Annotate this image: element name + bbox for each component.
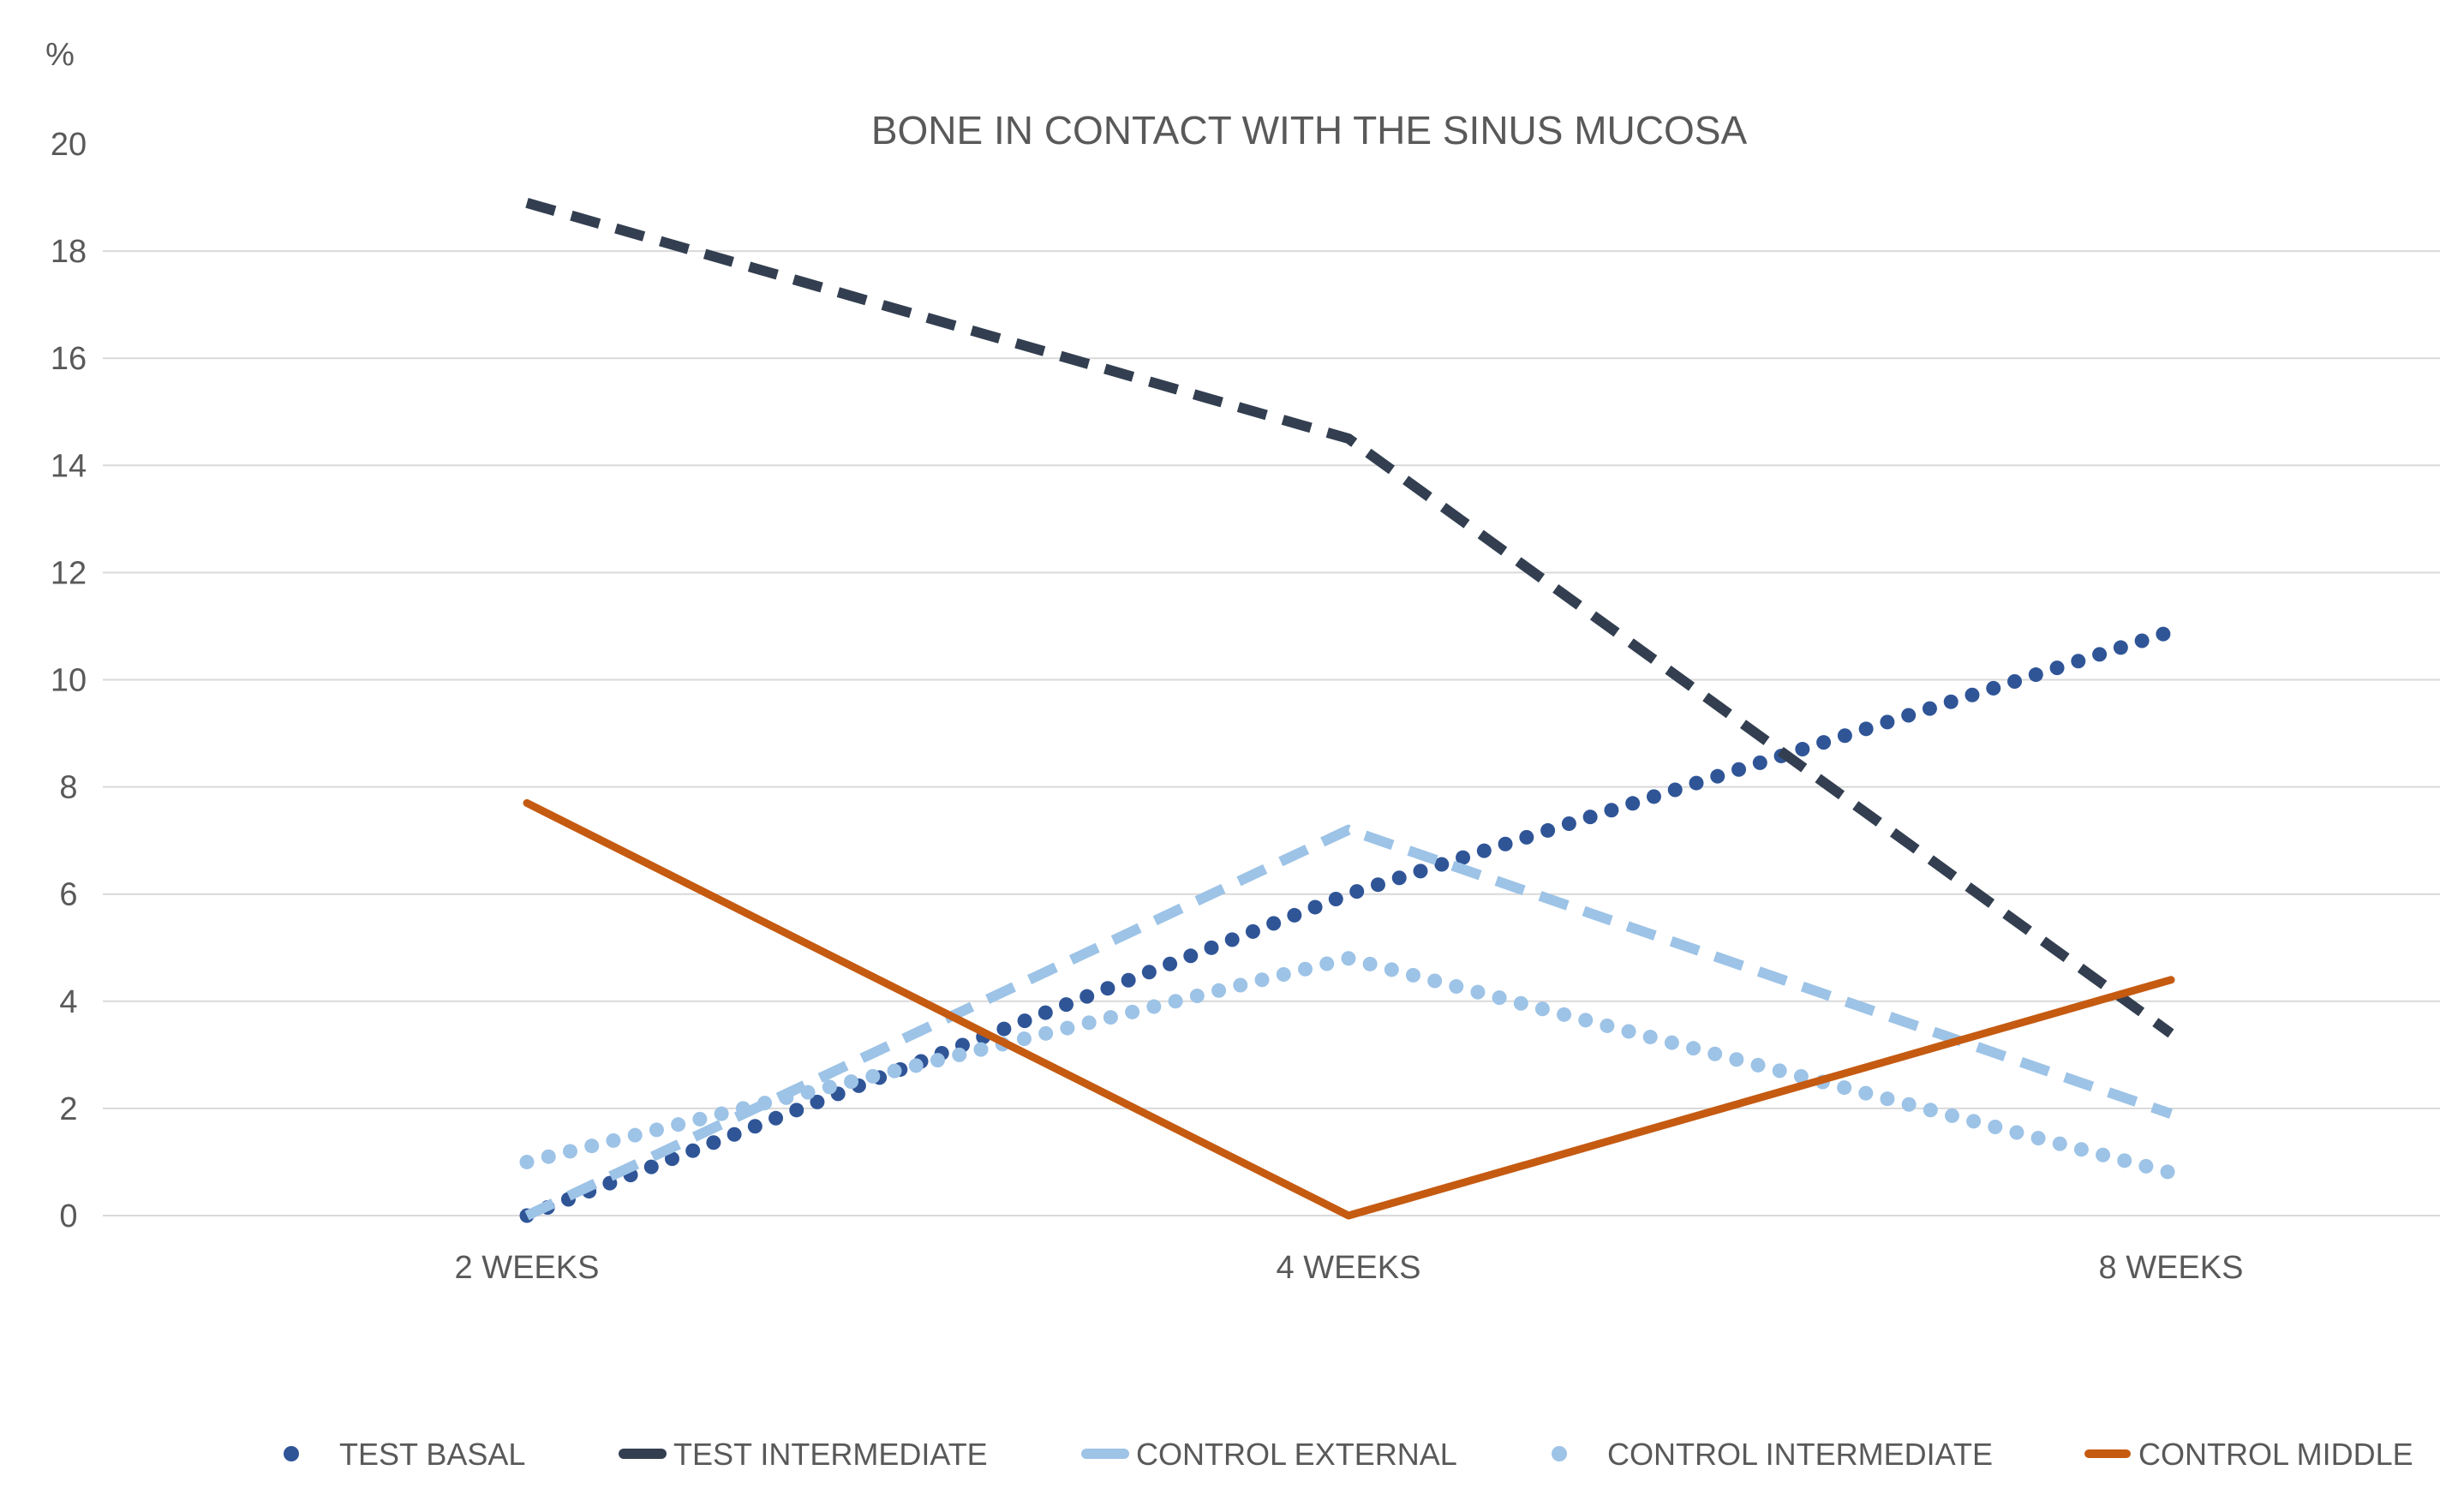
- y-tick-label: 12: [51, 555, 87, 591]
- legend-item: TEST BASAL: [284, 1437, 525, 1472]
- series-line-control-external: [524, 824, 2173, 1221]
- x-tick-label: 8 WEEKS: [2099, 1250, 2244, 1286]
- x-tick-label: 4 WEEKS: [1277, 1250, 1421, 1286]
- y-tick-label: 20: [51, 127, 87, 163]
- axes: 0 2 4 6 8 10 12 14 16 18 20 2 WEEKS 4 WEEKS 8 WEEKS: [51, 127, 2244, 1286]
- y-tick-label: 10: [51, 663, 87, 699]
- legend-item: CONTROL MIDDLE: [2084, 1437, 2413, 1472]
- y-tick-label: 8: [59, 770, 77, 806]
- legend-label: TEST BASAL: [339, 1437, 525, 1472]
- series-line-control-middle: [523, 798, 2175, 1220]
- legend-label: TEST INTERMEDIATE: [673, 1437, 988, 1472]
- legend-label: CONTROL MIDDLE: [2138, 1437, 2413, 1472]
- y-tick-label: 14: [51, 448, 87, 484]
- legend-item: CONTROL INTERMEDIATE: [1552, 1437, 1993, 1472]
- legend-label: CONTROL EXTERNAL: [1136, 1437, 1457, 1472]
- y-tick-label: 16: [51, 341, 87, 377]
- legend-item: CONTROL EXTERNAL: [1081, 1437, 1457, 1472]
- series-lines: [519, 198, 2179, 1223]
- series-line-test-basal: [519, 624, 2179, 1223]
- y-tick-label: 2: [59, 1091, 77, 1127]
- chart-title: BONE IN CONTACT WITH THE SINUS MUCOSA: [871, 108, 1748, 152]
- legend: TEST BASAL TEST INTERMEDIATE CONTROL EXTER…: [284, 1437, 2413, 1472]
- legend-swatch: [284, 1446, 299, 1461]
- y-tick-label: 4: [59, 984, 77, 1020]
- legend-item: TEST INTERMEDIATE: [619, 1437, 988, 1472]
- gridlines: [103, 250, 2440, 1216]
- series-line-control-intermediate: [519, 951, 2179, 1180]
- y-axis-unit-label: %: [45, 37, 75, 73]
- y-tick-label: 6: [59, 877, 77, 913]
- legend-swatch: [1552, 1446, 1567, 1461]
- y-tick-label: 18: [51, 234, 87, 270]
- x-tick-label: 2 WEEKS: [455, 1250, 600, 1286]
- series-line-test-intermediate: [525, 198, 2174, 1038]
- y-tick-label: 0: [59, 1198, 77, 1234]
- legend-label: CONTROL INTERMEDIATE: [1607, 1437, 1993, 1472]
